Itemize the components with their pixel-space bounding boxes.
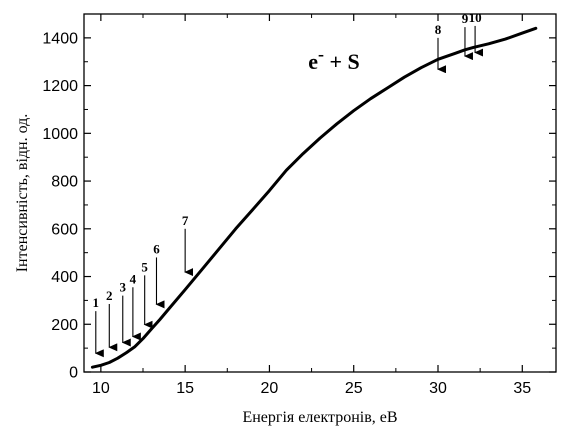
annotation-label: 9 [462,11,469,26]
annotation-label: 8 [435,22,442,37]
y-tick-label: 800 [51,174,78,191]
annotation-label: 10 [469,10,482,25]
y-tick-label: 0 [69,365,78,382]
y-tick-label: 1200 [42,78,78,95]
x-tick-label: 10 [92,380,110,397]
annotation-label: 1 [93,295,100,310]
y-tick-label: 1400 [42,30,78,47]
annotation-label: 7 [182,213,189,228]
plot-frame [83,13,557,373]
x-tick-label: 30 [429,380,447,397]
y-tick-label: 400 [51,269,78,286]
x-tick-label: 15 [176,380,194,397]
series-line [90,26,538,369]
x-axis-label: Енергія електронів, eВ [242,409,397,426]
x-tick-label: 20 [261,380,279,397]
chart-title: e- + S [308,44,360,74]
annotation-label: 4 [130,271,137,286]
y-tick-label: 1000 [42,126,78,143]
y-axis-label: Інтенсивність, відн. од. [14,114,31,273]
y-tick-label: 600 [51,221,78,238]
x-tick-label: 25 [345,380,363,397]
annotation-label: 2 [106,288,113,303]
x-tick-label: 35 [513,380,531,397]
annotation-label: 5 [141,259,148,274]
annotation-label: 3 [120,280,127,295]
y-tick-label: 200 [51,317,78,334]
annotation-label: 6 [153,241,160,256]
